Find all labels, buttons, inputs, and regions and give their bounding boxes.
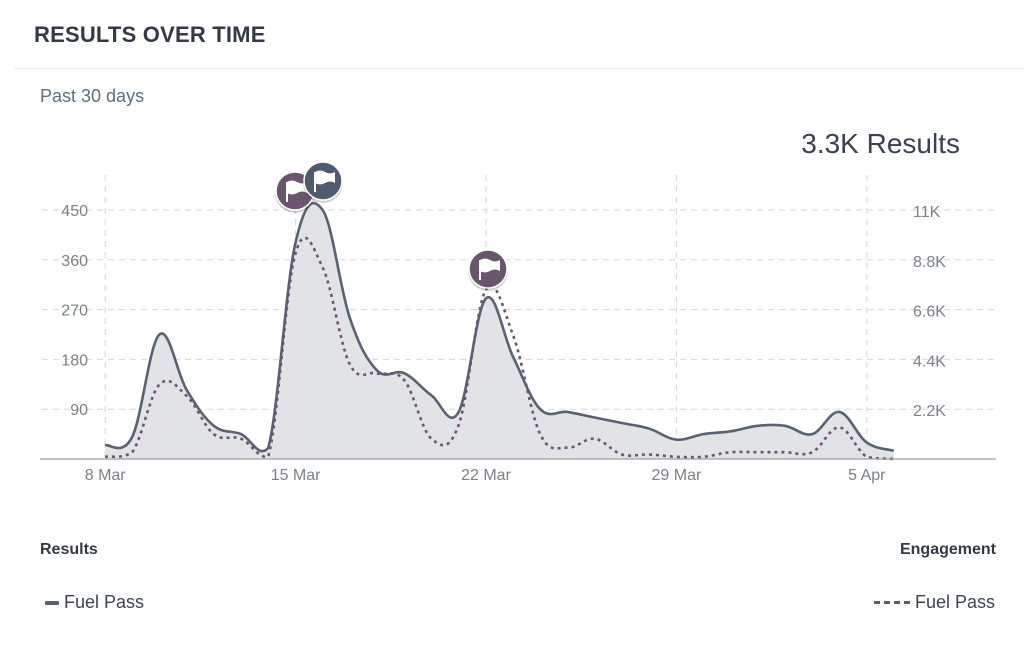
header-divider — [14, 68, 1024, 69]
results-area — [105, 203, 894, 459]
flag-cloth — [480, 258, 500, 273]
chart-series — [104, 201, 895, 461]
flag-marker-icon — [303, 161, 343, 203]
legend-heading-results: Results — [40, 541, 98, 558]
dashed-line-swatch-icon — [873, 601, 910, 604]
legend-label: Fuel Pass — [64, 592, 145, 612]
chart-annotations — [275, 161, 508, 291]
x-tick-label: 29 Mar — [652, 467, 702, 484]
page-title: RESULTS OVER TIME — [34, 22, 266, 47]
results-line — [104, 201, 895, 453]
legend-heading-engagement: Engagement — [899, 541, 996, 558]
x-tick-label: 22 Mar — [461, 467, 511, 484]
solid-line-swatch-icon — [45, 600, 59, 605]
results-total: 3.3K Results — [801, 128, 960, 159]
flag-cloth — [315, 170, 335, 185]
y-left-tick-label: 450 — [61, 203, 88, 220]
y-right-tick-label: 6.6K — [913, 304, 946, 321]
x-tick-label: 8 Mar — [85, 467, 127, 484]
x-tick-label: 5 Apr — [848, 467, 886, 484]
x-tick-label: 15 Mar — [271, 467, 321, 484]
date-range-link[interactable]: Past 30 days — [40, 86, 145, 106]
legend-item-results-fuel-pass[interactable]: Fuel Pass — [45, 592, 144, 613]
y-right-tick-label: 11K — [913, 204, 941, 221]
legend-item-engagement-fuel-pass[interactable]: Fuel Pass — [873, 592, 995, 613]
legend-label: Fuel Pass — [914, 592, 995, 612]
chart-axes: 90 180 270 360 450 2.2K 4.4K 6.6K 8.8K 11K 8 Mar 15… — [40, 203, 996, 484]
flag-marker-icon — [468, 249, 508, 291]
engagement-line — [104, 236, 894, 461]
y-right-tick-label: 4.4K — [913, 353, 946, 370]
flag-cloth — [287, 180, 307, 195]
y-left-tick-label: 180 — [61, 352, 88, 369]
y-right-tick-label: 8.8K — [913, 254, 946, 271]
y-left-tick-label: 270 — [61, 303, 88, 320]
y-right-tick-label: 2.2K — [913, 403, 946, 420]
y-left-tick-label: 90 — [70, 402, 88, 419]
y-left-tick-label: 360 — [61, 253, 88, 270]
